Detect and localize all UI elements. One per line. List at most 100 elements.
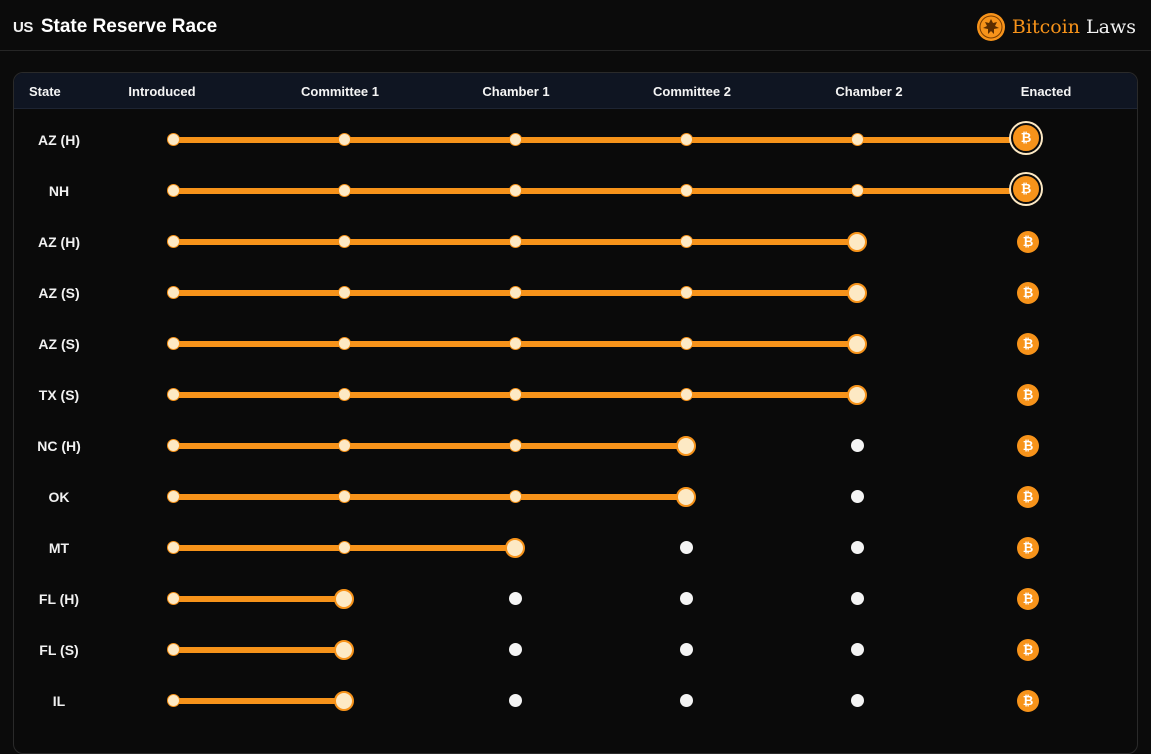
stage-dot-todo [850,643,864,656]
table-row[interactable]: TX (S) ₿ [14,369,1137,420]
stage-dot-done [337,490,351,503]
column-header-introduced: Introduced [128,84,196,99]
stage-dot-done [166,133,180,146]
stage-dot-done [679,235,693,248]
stage-dot-done [337,133,351,146]
progress-track [173,697,344,704]
stage-dot-todo [679,541,693,554]
stage-dot-done [508,337,522,350]
bitcoin-icon: ₿ [1017,383,1039,406]
stage-dot-done [508,439,522,452]
eagle-seal-icon [976,13,1005,41]
title-group: US State Reserve Race [13,16,217,38]
bitcoin-icon: ₿ [1017,230,1039,253]
stage-dot-done [166,592,180,605]
stage-dot-done [166,541,180,554]
race-table: State Introduced Committee 1 Chamber 1 Commi… [13,72,1138,754]
progress-track [173,595,344,602]
stage-dot-todo [679,643,693,656]
stage-dot-current [676,486,696,507]
bitcoin-icon: ₿ [1017,485,1039,508]
state-label: FL (H) [38,590,80,607]
stage-dot-done [337,235,351,248]
stage-dot-done [679,133,693,146]
page-title: State Reserve Race [40,16,218,37]
stage-dot-todo [850,694,864,707]
bitcoin-icon: ₿ [1017,434,1039,457]
us-flag-icon: US [13,18,33,36]
stage-dot-todo [508,643,522,656]
stage-dot-done [166,694,180,707]
stage-dot-done [166,286,180,299]
stage-dot-current [505,537,525,558]
stage-dot-done [850,184,864,197]
stage-dot-todo [850,592,864,605]
bitcoin-icon: ₿ [1017,689,1039,712]
state-label: AZ (H) [38,233,80,250]
table-header: State Introduced Committee 1 Chamber 1 Commi… [14,73,1137,109]
stage-dot-done [508,388,522,401]
bitcoin-icon: ₿ [1017,536,1039,559]
table-row[interactable]: MT ₿ [14,522,1137,573]
state-label: NC (H) [37,437,81,454]
stage-dot-done [508,184,522,197]
column-header-chamber-1: Chamber 1 [482,84,550,99]
table-row[interactable]: AZ (H) ₿ [14,114,1137,165]
stage-dot-todo [508,694,522,707]
stage-dot-done [337,541,351,554]
column-header-enacted: Enacted [1020,84,1072,99]
table-row[interactable]: IL ₿ [14,675,1137,726]
stage-dot-current [334,690,354,711]
state-label: FL (S) [39,641,79,658]
table-row[interactable]: AZ (S) ₿ [14,318,1137,369]
bitcoin-icon: ₿ [1017,332,1039,355]
stage-dot-done [166,337,180,350]
table-row[interactable]: FL (S) ₿ [14,624,1137,675]
table-row[interactable]: AZ (H) ₿ [14,216,1137,267]
stage-dot-current [847,231,867,252]
stage-dot-done [166,643,180,656]
table-row[interactable]: OK ₿ [14,471,1137,522]
progress-track [173,646,344,653]
state-label: AZ (S) [38,335,80,352]
bitcoin-icon: ₿ [1017,587,1039,610]
top-bar: US State Reserve Race Bitcoin Laws [0,0,1151,51]
stage-dot-done [166,184,180,197]
stage-dot-current [847,282,867,303]
stage-dot-todo [850,490,864,503]
stage-dot-done [337,388,351,401]
stage-dot-done [508,133,522,146]
table-row[interactable]: NH ₿ [14,165,1137,216]
brand-logo[interactable]: Bitcoin Laws [976,12,1136,42]
stage-dot-done [679,286,693,299]
state-label: AZ (S) [38,284,80,301]
state-label: IL [52,692,66,709]
state-label: NH [48,182,70,199]
table-row[interactable]: AZ (S) ₿ [14,267,1137,318]
state-label: MT [48,539,70,556]
table-row[interactable]: FL (H) ₿ [14,573,1137,624]
stage-dot-done [166,388,180,401]
stage-dot-done [337,337,351,350]
stage-dot-done [166,235,180,248]
stage-dot-current [334,588,354,609]
bitcoin-icon: ₿ [1011,122,1041,153]
stage-dot-current [676,435,696,456]
stage-dot-current [334,639,354,660]
brand-name-part2: Laws [1080,16,1136,38]
stage-dot-done [679,184,693,197]
state-label: TX (S) [38,386,80,403]
stage-dot-done [508,286,522,299]
stage-dot-done [166,490,180,503]
column-header-committee-1: Committee 1 [300,84,380,99]
stage-dot-done [337,184,351,197]
stage-dot-todo [850,439,864,452]
brand-name-part1: Bitcoin [1011,16,1080,38]
stage-dot-todo [679,592,693,605]
state-label: OK [48,488,70,505]
stage-dot-done [337,439,351,452]
progress-track [173,187,1028,194]
table-row[interactable]: NC (H) ₿ [14,420,1137,471]
column-header-chamber-2: Chamber 2 [835,84,903,99]
stage-dot-todo [850,541,864,554]
